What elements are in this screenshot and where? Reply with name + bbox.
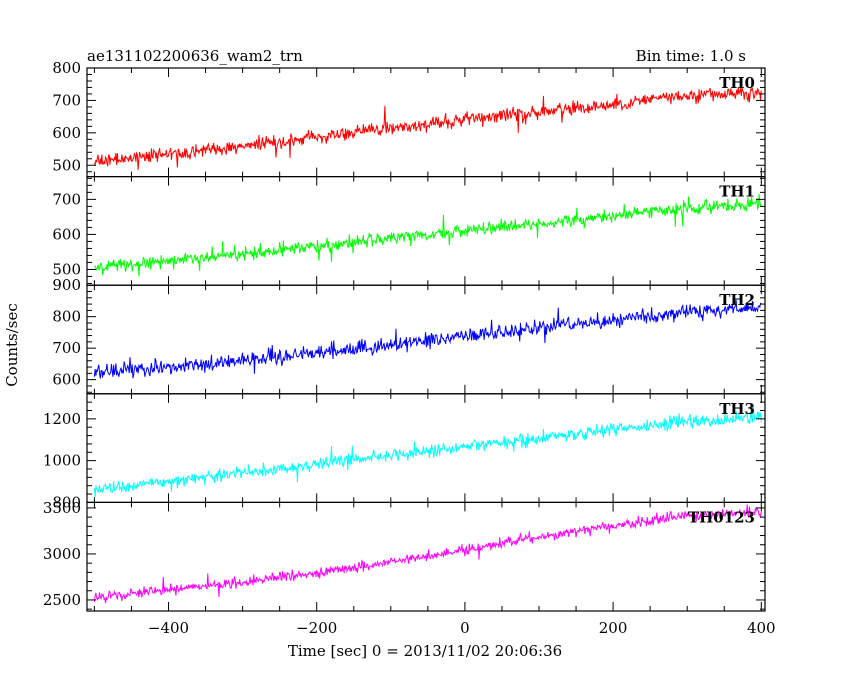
- y-tick-label: 500: [52, 156, 81, 174]
- x-tick-label: 0: [460, 619, 470, 637]
- panel-th0: 500 600 700 800 TH0: [52, 59, 766, 178]
- series-line-th0123: [93, 504, 762, 604]
- panel-name-label: TH1: [719, 183, 755, 201]
- panel-frame: [86, 176, 766, 286]
- panel-th0123: 2500 3000 3500 TH0123: [43, 499, 766, 612]
- y-tick-label: 700: [52, 91, 81, 109]
- panel-name-label: TH0: [719, 74, 755, 92]
- bin-time-label: Bin time: 1.0 s: [636, 47, 746, 65]
- x-tick-label: −200: [296, 619, 337, 637]
- y-tick-label: 3500: [43, 499, 81, 517]
- y-tick-label: 700: [52, 190, 81, 208]
- y-axis-label: Counts/sec: [3, 303, 21, 387]
- y-tick-label: 600: [52, 124, 81, 142]
- panel-name-label: TH0123: [688, 508, 755, 526]
- series-line-th3: [93, 404, 762, 498]
- panel-frame: [86, 501, 766, 612]
- y-tick-label: 600: [52, 225, 81, 243]
- panel-th2: 600 700 800 900 TH2: [52, 276, 766, 395]
- y-tick-label: 1000: [43, 452, 81, 470]
- x-tick-label: −400: [148, 619, 189, 637]
- panel-th3: 800 1000 1200 TH3: [43, 393, 766, 511]
- x-tick-label: 400: [747, 619, 776, 637]
- y-tick-label: 3000: [43, 545, 81, 563]
- chart-title: ae131102200636_wam2_trn: [87, 47, 303, 65]
- y-tick-label: 1200: [43, 410, 81, 428]
- y-tick-label: 600: [52, 371, 81, 389]
- y-tick-label: 800: [52, 493, 81, 511]
- panel-name-label: TH2: [719, 291, 755, 309]
- series-line-th1: [94, 194, 762, 277]
- series-line-th0: [93, 86, 762, 170]
- x-tick-label: 200: [599, 619, 628, 637]
- x-axis-label: Time [sec] 0 = 2013/11/02 20:06:36: [288, 642, 562, 660]
- y-tick-label: 800: [52, 59, 81, 77]
- y-tick-label: 2500: [43, 591, 81, 609]
- panel-name-label: TH3: [719, 400, 755, 418]
- y-tick-label: 800: [52, 308, 81, 326]
- y-tick-label: 700: [52, 339, 81, 357]
- panel-th1: 500 600 700 TH1: [52, 176, 766, 286]
- panels: 500 600 700 800 TH0 500 600 700 TH1 600 700 800 900 T…: [43, 59, 776, 637]
- y-tick-label: 500: [52, 260, 81, 278]
- y-tick-label: 900: [52, 276, 81, 294]
- series-line-th2: [93, 299, 762, 379]
